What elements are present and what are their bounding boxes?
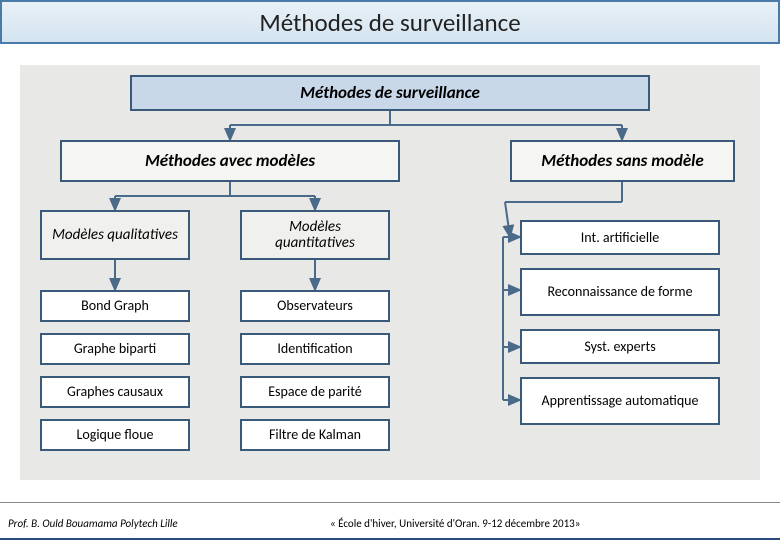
- node-c3: Syst. experts: [520, 329, 720, 364]
- node-a2: Graphe biparti: [40, 333, 190, 365]
- node-l3b: Modèles quantitatives: [240, 210, 390, 260]
- slide-title: Méthodes de surveillance: [259, 7, 520, 38]
- footer-right: « École d'hiver, Université d'Oran. 9-12…: [330, 517, 580, 530]
- footer-institution: Polytech Lille: [120, 517, 178, 530]
- node-c4: Apprentissage automatique: [520, 377, 720, 425]
- node-l3a: Modèles qualitatives: [40, 210, 190, 260]
- footer-left: Prof. B. Ould Bouamama Polytech Lille: [8, 517, 178, 530]
- node-root: Méthodes de surveillance: [130, 75, 650, 111]
- node-c1: Int. artificielle: [520, 220, 720, 255]
- node-a4: Logique floue: [40, 419, 190, 451]
- footer-author: Prof. B. Ould Bouamama: [8, 517, 120, 530]
- diagram-canvas: Méthodes de surveillance Méthodes avec mo…: [20, 65, 760, 480]
- node-a1: Bond Graph: [40, 290, 190, 322]
- node-c2: Reconnaissance de forme: [520, 268, 720, 316]
- node-b1: Observateurs: [240, 290, 390, 322]
- node-b3: Espace de parité: [240, 376, 390, 408]
- slide-title-bar: Méthodes de surveillance: [0, 0, 780, 44]
- node-l2b: Méthodes sans modèle: [510, 140, 735, 182]
- node-l2a: Méthodes avec modèles: [60, 140, 400, 182]
- slide-footer: Prof. B. Ould Bouamama Polytech Lille « …: [0, 502, 780, 540]
- node-a3: Graphes causaux: [40, 376, 190, 408]
- node-b2: Identification: [240, 333, 390, 365]
- node-b4: Filtre de Kalman: [240, 419, 390, 451]
